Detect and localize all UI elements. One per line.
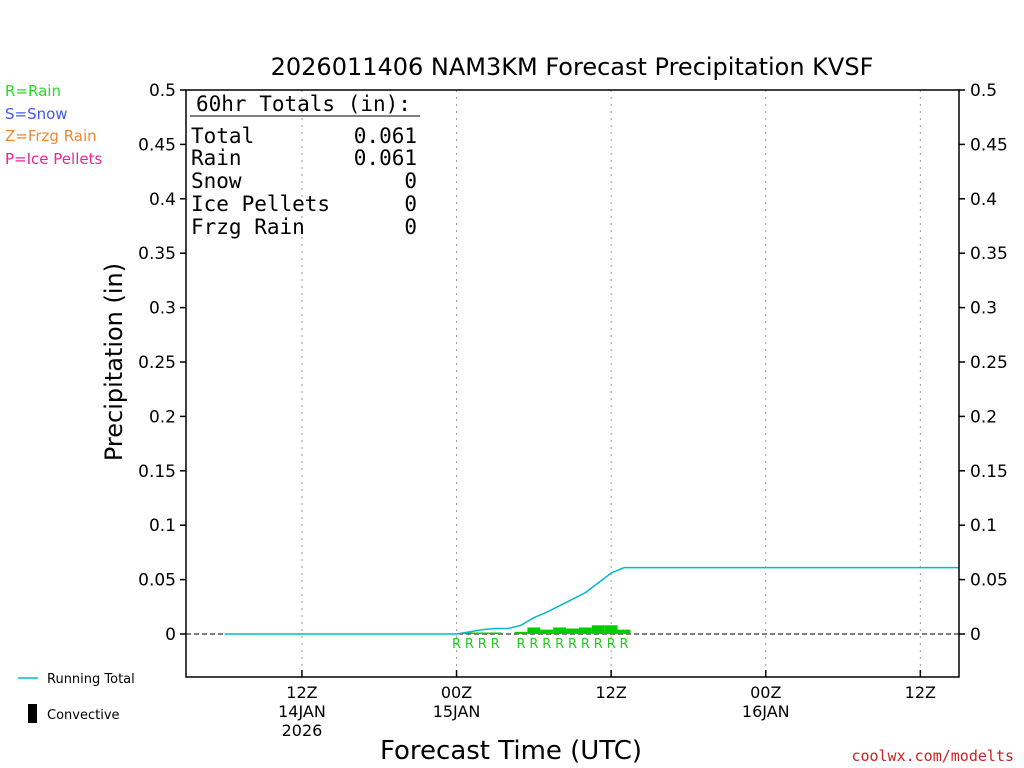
totals-label-frzg: Frzg Rain — [191, 215, 305, 239]
precip-type-marker: R — [568, 637, 577, 652]
running-total-legend-label: Running Total — [47, 672, 135, 687]
y-tick-label-right: 0.4 — [970, 190, 997, 210]
totals-label-ice: Ice Pellets — [191, 192, 330, 216]
y-tick-label-left: 0.4 — [149, 190, 176, 210]
y-tick-label-left: 0.35 — [138, 244, 176, 264]
axis-ticks: 0 00.05 0.050.1 0.10.15 0.150.2 0.20.25 0.250.… — [138, 81, 1008, 740]
precip-type-marker: R — [620, 637, 629, 652]
precip-type-marker: R — [529, 637, 538, 652]
x-tick-label: 12Z — [905, 683, 936, 702]
x-axis-label: Forecast Time (UTC) — [380, 736, 642, 766]
y-tick-label-right: 0 — [970, 625, 981, 645]
precip-type-legend: R=Rain S=Snow Z=Frzg Rain P=Ice Pellets — [5, 82, 102, 168]
credit-text: coolwx.com/modelts — [851, 747, 1014, 765]
totals-value-total: 0.061 — [354, 124, 417, 148]
y-tick-label-left: 0 — [165, 625, 176, 645]
totals-value-rain: 0.061 — [354, 146, 417, 170]
x-tick-label: 15JAN — [433, 702, 481, 721]
legend-frzg-rain: Z=Frzg Rain — [5, 127, 97, 145]
precip-type-marker: R — [607, 637, 616, 652]
y-tick-label-left: 0.15 — [138, 462, 176, 482]
y-tick-label-left: 0.5 — [149, 81, 176, 101]
running-total-line — [224, 566, 959, 635]
y-tick-label-left: 0.2 — [149, 407, 176, 427]
y-tick-label-right: 0.15 — [970, 462, 1008, 482]
convective-legend-swatch — [28, 704, 37, 723]
precip-bar — [475, 632, 489, 634]
x-tick-label: 16JAN — [742, 702, 790, 721]
y-tick-label-left: 0.45 — [138, 135, 176, 155]
legend-ice-pellets: P=Ice Pellets — [5, 150, 102, 168]
precip-bars — [462, 625, 631, 634]
totals-label-snow: Snow — [191, 169, 242, 193]
precip-bar — [604, 625, 618, 634]
y-tick-label-right: 0.1 — [970, 516, 997, 536]
legend-snow: S=Snow — [5, 105, 68, 123]
y-tick-label-left: 0.1 — [149, 516, 176, 536]
y-tick-label-right: 0.25 — [970, 353, 1008, 373]
precip-type-marker: R — [516, 637, 525, 652]
precip-bar — [553, 627, 567, 634]
x-tick-label: 14JAN — [278, 702, 326, 721]
precip-type-marker: R — [542, 637, 551, 652]
convective-legend-label: Convective — [47, 708, 120, 723]
precip-type-marker: R — [594, 637, 603, 652]
y-tick-label-right: 0.05 — [970, 571, 1008, 591]
x-tick-label: 00Z — [750, 683, 781, 702]
legend-rain: R=Rain — [5, 82, 61, 100]
x-tick-label: 00Z — [441, 683, 472, 702]
precip-bar — [488, 632, 502, 634]
y-tick-label-left: 0.3 — [149, 299, 176, 319]
y-axis-label: Precipitation (in) — [100, 263, 128, 461]
y-tick-label-left: 0.05 — [138, 571, 176, 591]
plot-frame — [185, 89, 960, 678]
precip-bar — [540, 629, 554, 634]
y-tick-label-right: 0.2 — [970, 407, 997, 427]
precip-bar — [591, 625, 605, 634]
x-tick-label: 12Z — [286, 683, 317, 702]
y-tick-label-right: 0.3 — [970, 299, 997, 319]
totals-heading: 60hr Totals (in): — [196, 92, 411, 116]
totals-value-ice: 0 — [404, 192, 417, 216]
totals-label-total: Total — [191, 124, 254, 148]
precip-type-marker: R — [452, 637, 461, 652]
precip-bar — [527, 627, 541, 634]
chart-title: 2026011406 NAM3KM Forecast Precipitation… — [271, 53, 874, 81]
totals-value-frzg: 0 — [404, 215, 417, 239]
precip-bar — [462, 632, 476, 634]
precip-bar — [514, 631, 528, 634]
precip-type-marker: R — [555, 637, 564, 652]
y-tick-label-right: 0.35 — [970, 244, 1008, 264]
precip-type-marker: R — [491, 637, 500, 652]
precip-bar — [566, 628, 579, 634]
precip-bar — [578, 627, 592, 634]
precip-bar — [617, 629, 631, 634]
precip-type-marker: R — [478, 637, 487, 652]
x-tick-label: 2026 — [282, 721, 323, 740]
totals-label-rain: Rain — [191, 146, 242, 170]
y-tick-label-right: 0.5 — [970, 81, 997, 101]
precip-type-marker: R — [465, 637, 474, 652]
y-tick-label-right: 0.45 — [970, 135, 1008, 155]
grid-lines — [301, 90, 921, 677]
precip-type-marker: R — [581, 637, 590, 652]
x-tick-label: 12Z — [595, 683, 626, 702]
totals-box: 60hr Totals (in): Total 0.061 Rain 0.061… — [190, 92, 420, 239]
totals-value-snow: 0 — [404, 169, 417, 193]
y-tick-label-left: 0.25 — [138, 353, 176, 373]
